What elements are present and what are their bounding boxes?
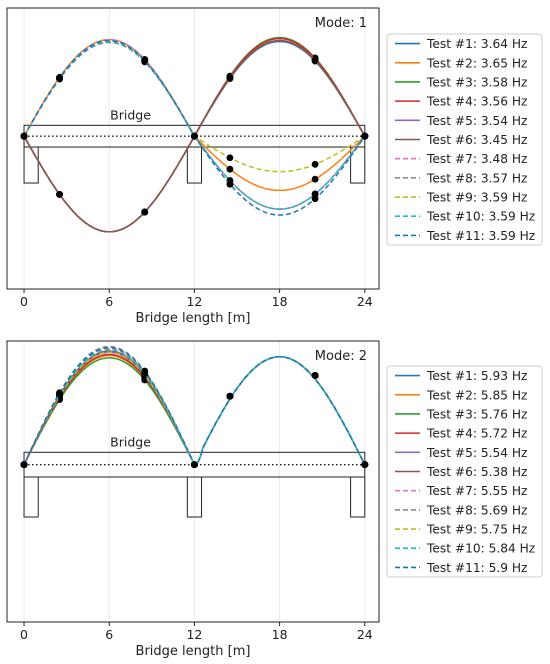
sensor-point — [311, 175, 319, 183]
sensor-point — [141, 368, 149, 376]
x-axis-label: Bridge length [m] — [136, 644, 251, 659]
legend-entry-5: Test #5: 3.54 Hz — [426, 114, 527, 128]
bridge-pier — [350, 476, 366, 518]
legend-entry-6: Test #6: 3.45 Hz — [426, 133, 527, 147]
sensor-point — [56, 74, 63, 82]
sensor-point — [311, 195, 319, 203]
legend-entry-7: Test #7: 5.55 Hz — [426, 484, 527, 498]
legend-entry-9: Test #9: 5.75 Hz — [426, 523, 527, 537]
x-tick-label: 24 — [357, 294, 373, 309]
sensor-point — [191, 132, 198, 140]
sensor-point — [226, 165, 234, 173]
x-tick-label: 6 — [105, 294, 113, 309]
sensor-point — [226, 180, 234, 188]
sensor-point — [226, 154, 234, 162]
legend-entry-3: Test #3: 5.76 Hz — [426, 407, 527, 421]
sensor-point — [191, 461, 198, 469]
x-tick-label: 0 — [20, 627, 28, 642]
axes-frame — [6, 340, 380, 623]
legend-entry-11: Test #11: 3.59 Hz — [426, 229, 535, 243]
mode-label: Mode: 2 — [315, 349, 367, 364]
legend-entry-7: Test #7: 3.48 Hz — [426, 152, 527, 166]
legend: Test #1: 3.64 Hz Test #2: 3.65 Hz Test #3:… — [386, 33, 543, 246]
legend-entry-6: Test #6: 5.38 Hz — [426, 465, 527, 479]
sensor-point — [141, 56, 149, 64]
sensor-point — [20, 461, 28, 469]
x-tick-label: 0 — [20, 294, 28, 309]
legend-entry-8: Test #8: 3.57 Hz — [426, 171, 527, 185]
x-axis-label: Bridge length [m] — [136, 311, 251, 326]
x-tick-label: 12 — [186, 627, 202, 642]
x-tick-label: 24 — [357, 627, 373, 642]
x-tick-label: 12 — [186, 294, 202, 309]
sensor-point — [311, 190, 319, 198]
sensor-point — [20, 132, 28, 140]
legend-entry-8: Test #8: 5.69 Hz — [426, 503, 527, 517]
legend-entry-1: Test #1: 5.93 Hz — [426, 369, 527, 383]
legend-entry-5: Test #5: 5.54 Hz — [426, 446, 527, 460]
mode-label: Mode: 1 — [315, 16, 367, 31]
sensor-point — [311, 372, 319, 379]
sensor-point — [361, 461, 369, 469]
legend-entry-4: Test #4: 3.56 Hz — [426, 95, 527, 109]
x-tick-label: 18 — [272, 294, 288, 309]
legend-entry-3: Test #3: 3.58 Hz — [426, 75, 527, 89]
sensor-point — [361, 132, 369, 140]
legend-frame — [386, 33, 543, 246]
bridge-label: Bridge — [110, 434, 151, 449]
sensor-point — [311, 160, 319, 168]
sensor-point — [226, 74, 234, 82]
bridge-pier — [186, 476, 203, 518]
legend-entry-2: Test #2: 5.85 Hz — [426, 388, 527, 402]
x-tick-label: 6 — [105, 627, 113, 642]
bridge-pier — [23, 476, 39, 518]
legend-entry-2: Test #2: 3.65 Hz — [426, 56, 527, 70]
legend-frame — [386, 365, 543, 578]
legend-entry-10: Test #10: 3.59 Hz — [426, 210, 535, 224]
legend-entry-10: Test #10: 5.84 Hz — [426, 542, 535, 556]
legend: Test #1: 5.93 Hz Test #2: 5.85 Hz Test #3:… — [386, 365, 543, 578]
sensor-point — [226, 392, 234, 400]
x-tick-label: 18 — [272, 627, 288, 642]
sensor-point — [56, 190, 63, 198]
chart-panel-mode-2: Bridge 0 6 12 18 24 Bridge length [m] Mode: 2 Te… — [6, 340, 543, 659]
sensor-point — [56, 390, 63, 397]
sensor-point — [311, 56, 319, 64]
chart-panel-mode-1: Bridge 0 6 12 18 24 Bridge length [m] Mode: 1 Te… — [6, 7, 543, 326]
bridge-pier — [23, 146, 39, 184]
legend-entry-11: Test #11: 5.9 Hz — [426, 561, 527, 575]
legend-entry-1: Test #1: 3.64 Hz — [426, 37, 527, 51]
bridge-label: Bridge — [110, 107, 151, 122]
legend-entry-9: Test #9: 3.59 Hz — [426, 191, 527, 205]
axes-frame — [6, 7, 380, 290]
bridge-pier — [186, 146, 203, 184]
series-line-10 — [23, 349, 366, 466]
sensor-point — [141, 208, 149, 216]
legend-entry-4: Test #4: 5.72 Hz — [426, 427, 527, 441]
